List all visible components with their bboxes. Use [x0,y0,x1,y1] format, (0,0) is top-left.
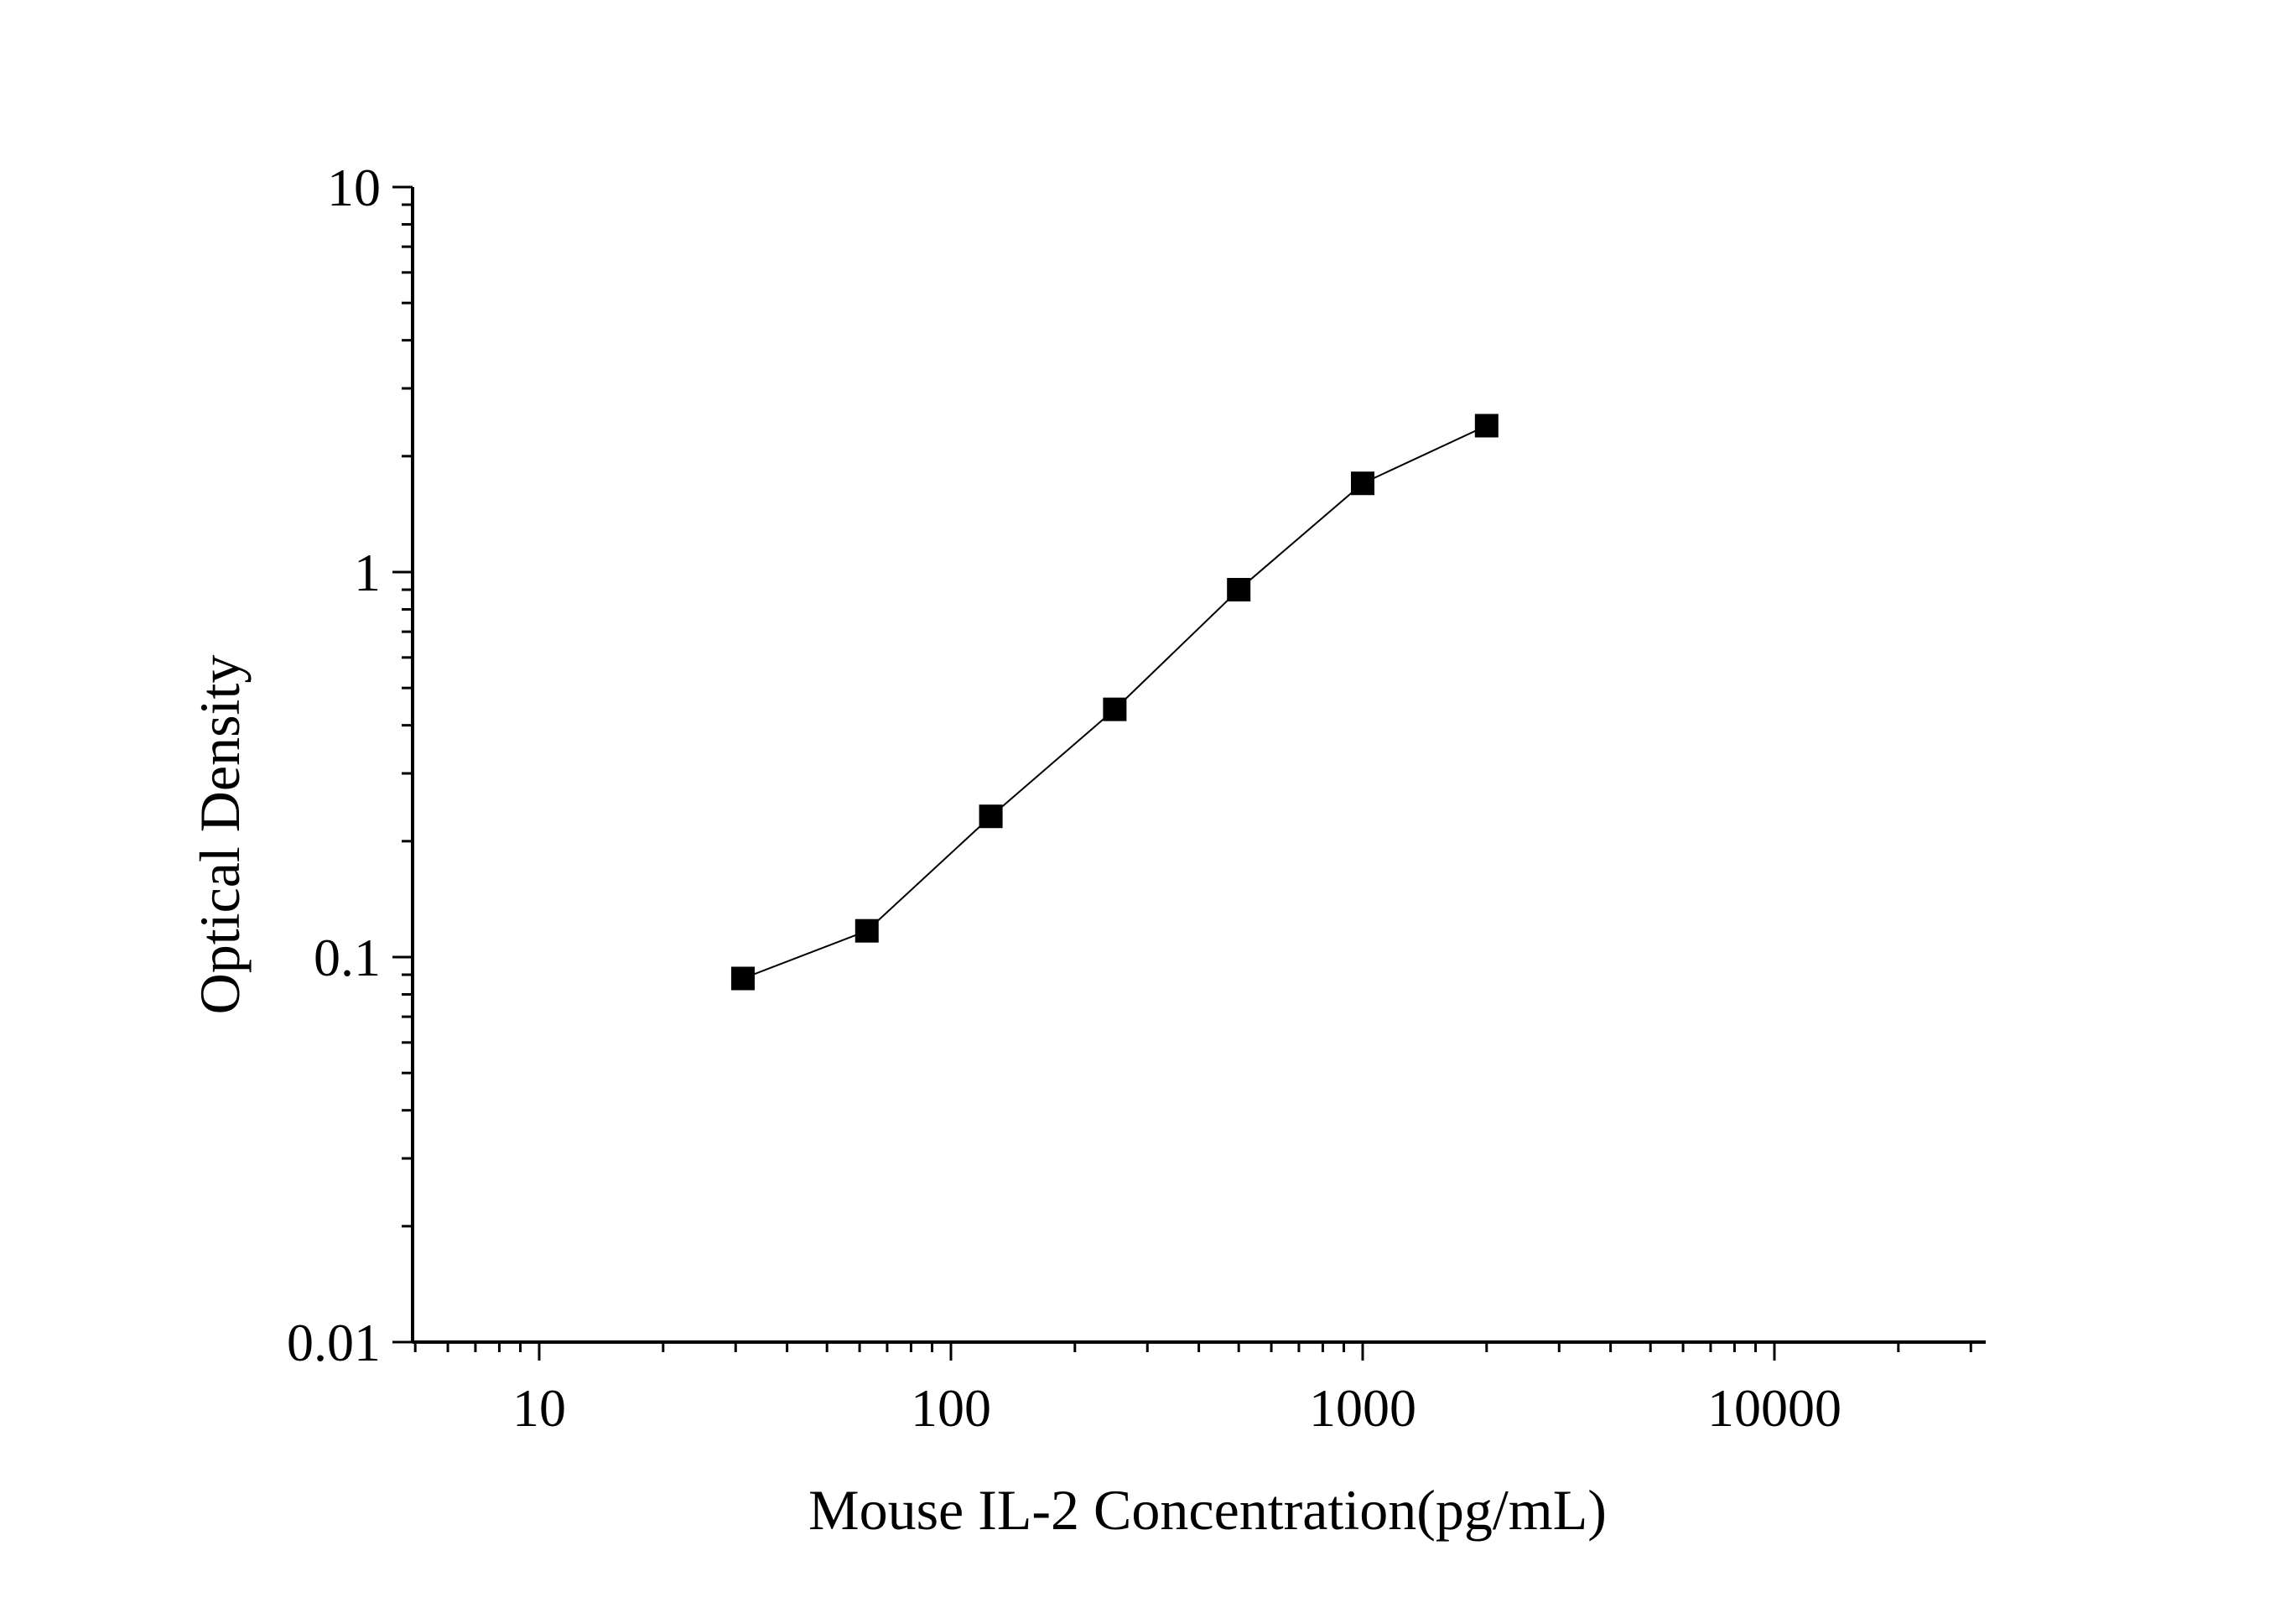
y-tick-label: 1 [354,543,381,602]
x-tick-label: 10000 [1707,1378,1841,1438]
data-point-marker [1227,578,1251,602]
y-tick-label: 0.01 [287,1313,381,1372]
data-point-marker [1474,414,1499,438]
y-axis-label: Optical Density [188,655,252,1015]
y-tick-label: 10 [327,158,381,217]
x-tick-label: 10 [512,1378,566,1438]
data-point-marker [1351,471,1374,496]
x-axis-label: Mouse IL-2 Concentration(pg/mL) [808,1478,1607,1542]
data-point-marker [1103,697,1127,721]
data-point-marker [730,966,755,991]
data-point-marker [855,918,879,943]
ticks: 10 100 1000 10000 0.01 0.1 1 10 [287,158,1972,1438]
y-tick-label: 0.1 [314,928,381,987]
x-tick-label: 100 [911,1378,991,1438]
data-point-marker [979,804,1003,829]
x-tick-label: 1000 [1309,1378,1416,1438]
axes [411,187,1986,1344]
series [730,414,1499,991]
